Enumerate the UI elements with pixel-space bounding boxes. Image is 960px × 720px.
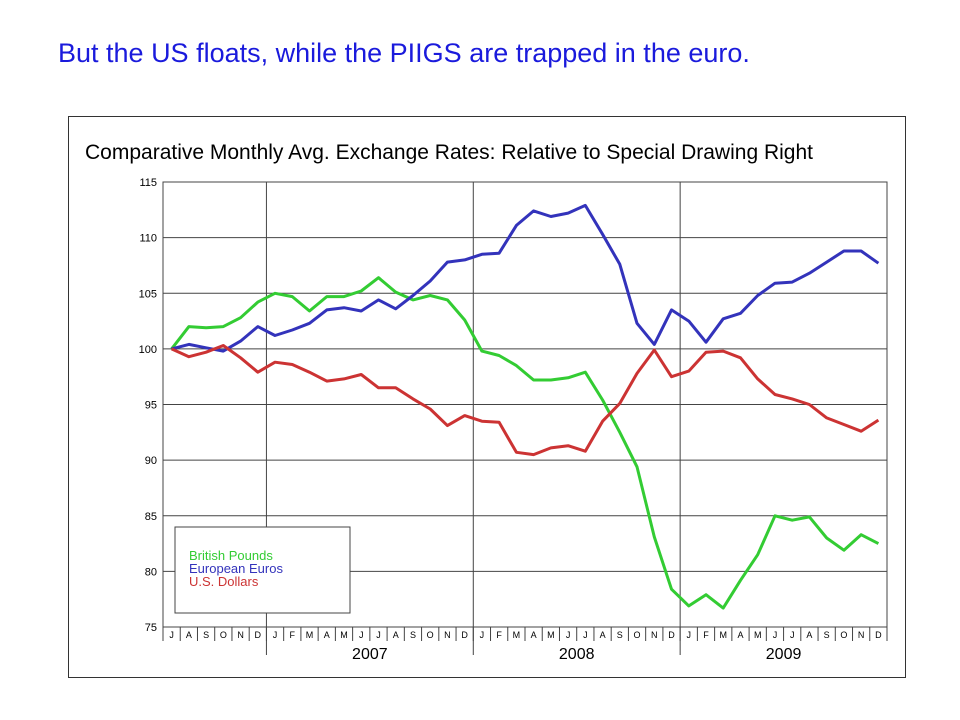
y-tick-label: 100 [139, 344, 157, 356]
month-label: S [410, 630, 416, 640]
month-label: D [461, 630, 468, 640]
month-label: M [513, 630, 521, 640]
month-label: M [719, 630, 727, 640]
month-label: A [324, 630, 330, 640]
month-label: N [858, 630, 865, 640]
y-tick-label: 110 [139, 233, 157, 245]
month-label: J [273, 630, 278, 640]
series-lines [170, 203, 880, 610]
month-label: A [531, 630, 537, 640]
y-tick-label: 95 [145, 400, 157, 412]
chart-frame: Comparative Monthly Avg. Exchange Rates:… [68, 116, 906, 678]
month-label: D [875, 630, 882, 640]
month-label: A [600, 630, 606, 640]
month-label: N [651, 630, 658, 640]
month-label: A [186, 630, 192, 640]
month-label: O [427, 630, 434, 640]
legend-entry: U.S. Dollars [189, 574, 259, 589]
year-label: 2009 [766, 646, 802, 663]
month-label: A [393, 630, 399, 640]
y-tick-label: 75 [145, 622, 157, 634]
month-label: J [169, 630, 174, 640]
month-label: J [790, 630, 795, 640]
month-label: O [634, 630, 641, 640]
month-label: D [668, 630, 675, 640]
chart-title: Comparative Monthly Avg. Exchange Rates:… [85, 141, 813, 164]
legend-entry: European Euros [189, 561, 283, 576]
y-tick-label: 90 [145, 455, 157, 467]
month-label: A [737, 630, 743, 640]
series-line-european-euros [171, 203, 880, 353]
month-label: S [617, 630, 623, 640]
month-label: N [444, 630, 451, 640]
month-label: M [340, 630, 348, 640]
legend-entry: British Pounds [189, 548, 273, 563]
y-tick-label: 115 [139, 177, 157, 189]
month-label: O [840, 630, 847, 640]
month-label: O [220, 630, 227, 640]
month-label: J [566, 630, 571, 640]
year-label: 2008 [559, 646, 595, 663]
month-label: S [824, 630, 830, 640]
exchange-rate-chart: Comparative Monthly Avg. Exchange Rates:… [85, 141, 888, 663]
series-line-british-pounds [170, 276, 880, 610]
month-label: D [255, 630, 262, 640]
month-label: N [237, 630, 244, 640]
month-label: J [480, 630, 485, 640]
month-label: M [306, 630, 314, 640]
month-label: F [703, 630, 709, 640]
series-line-u-s-dollars [170, 344, 880, 457]
month-label: A [806, 630, 812, 640]
month-label: M [547, 630, 555, 640]
month-label: F [290, 630, 296, 640]
month-label: M [754, 630, 762, 640]
month-label: J [359, 630, 364, 640]
legend-box [174, 526, 351, 614]
slide-title: But the US floats, while the PIIGS are t… [58, 38, 750, 68]
year-label: 2007 [352, 646, 388, 663]
month-label: J [687, 630, 692, 640]
y-tick-label: 105 [139, 288, 157, 300]
month-label: F [496, 630, 502, 640]
month-label: J [583, 630, 588, 640]
month-label: J [376, 630, 381, 640]
month-label: J [773, 630, 778, 640]
month-label: S [203, 630, 209, 640]
y-tick-label: 85 [145, 511, 157, 523]
y-tick-label: 80 [145, 566, 157, 578]
